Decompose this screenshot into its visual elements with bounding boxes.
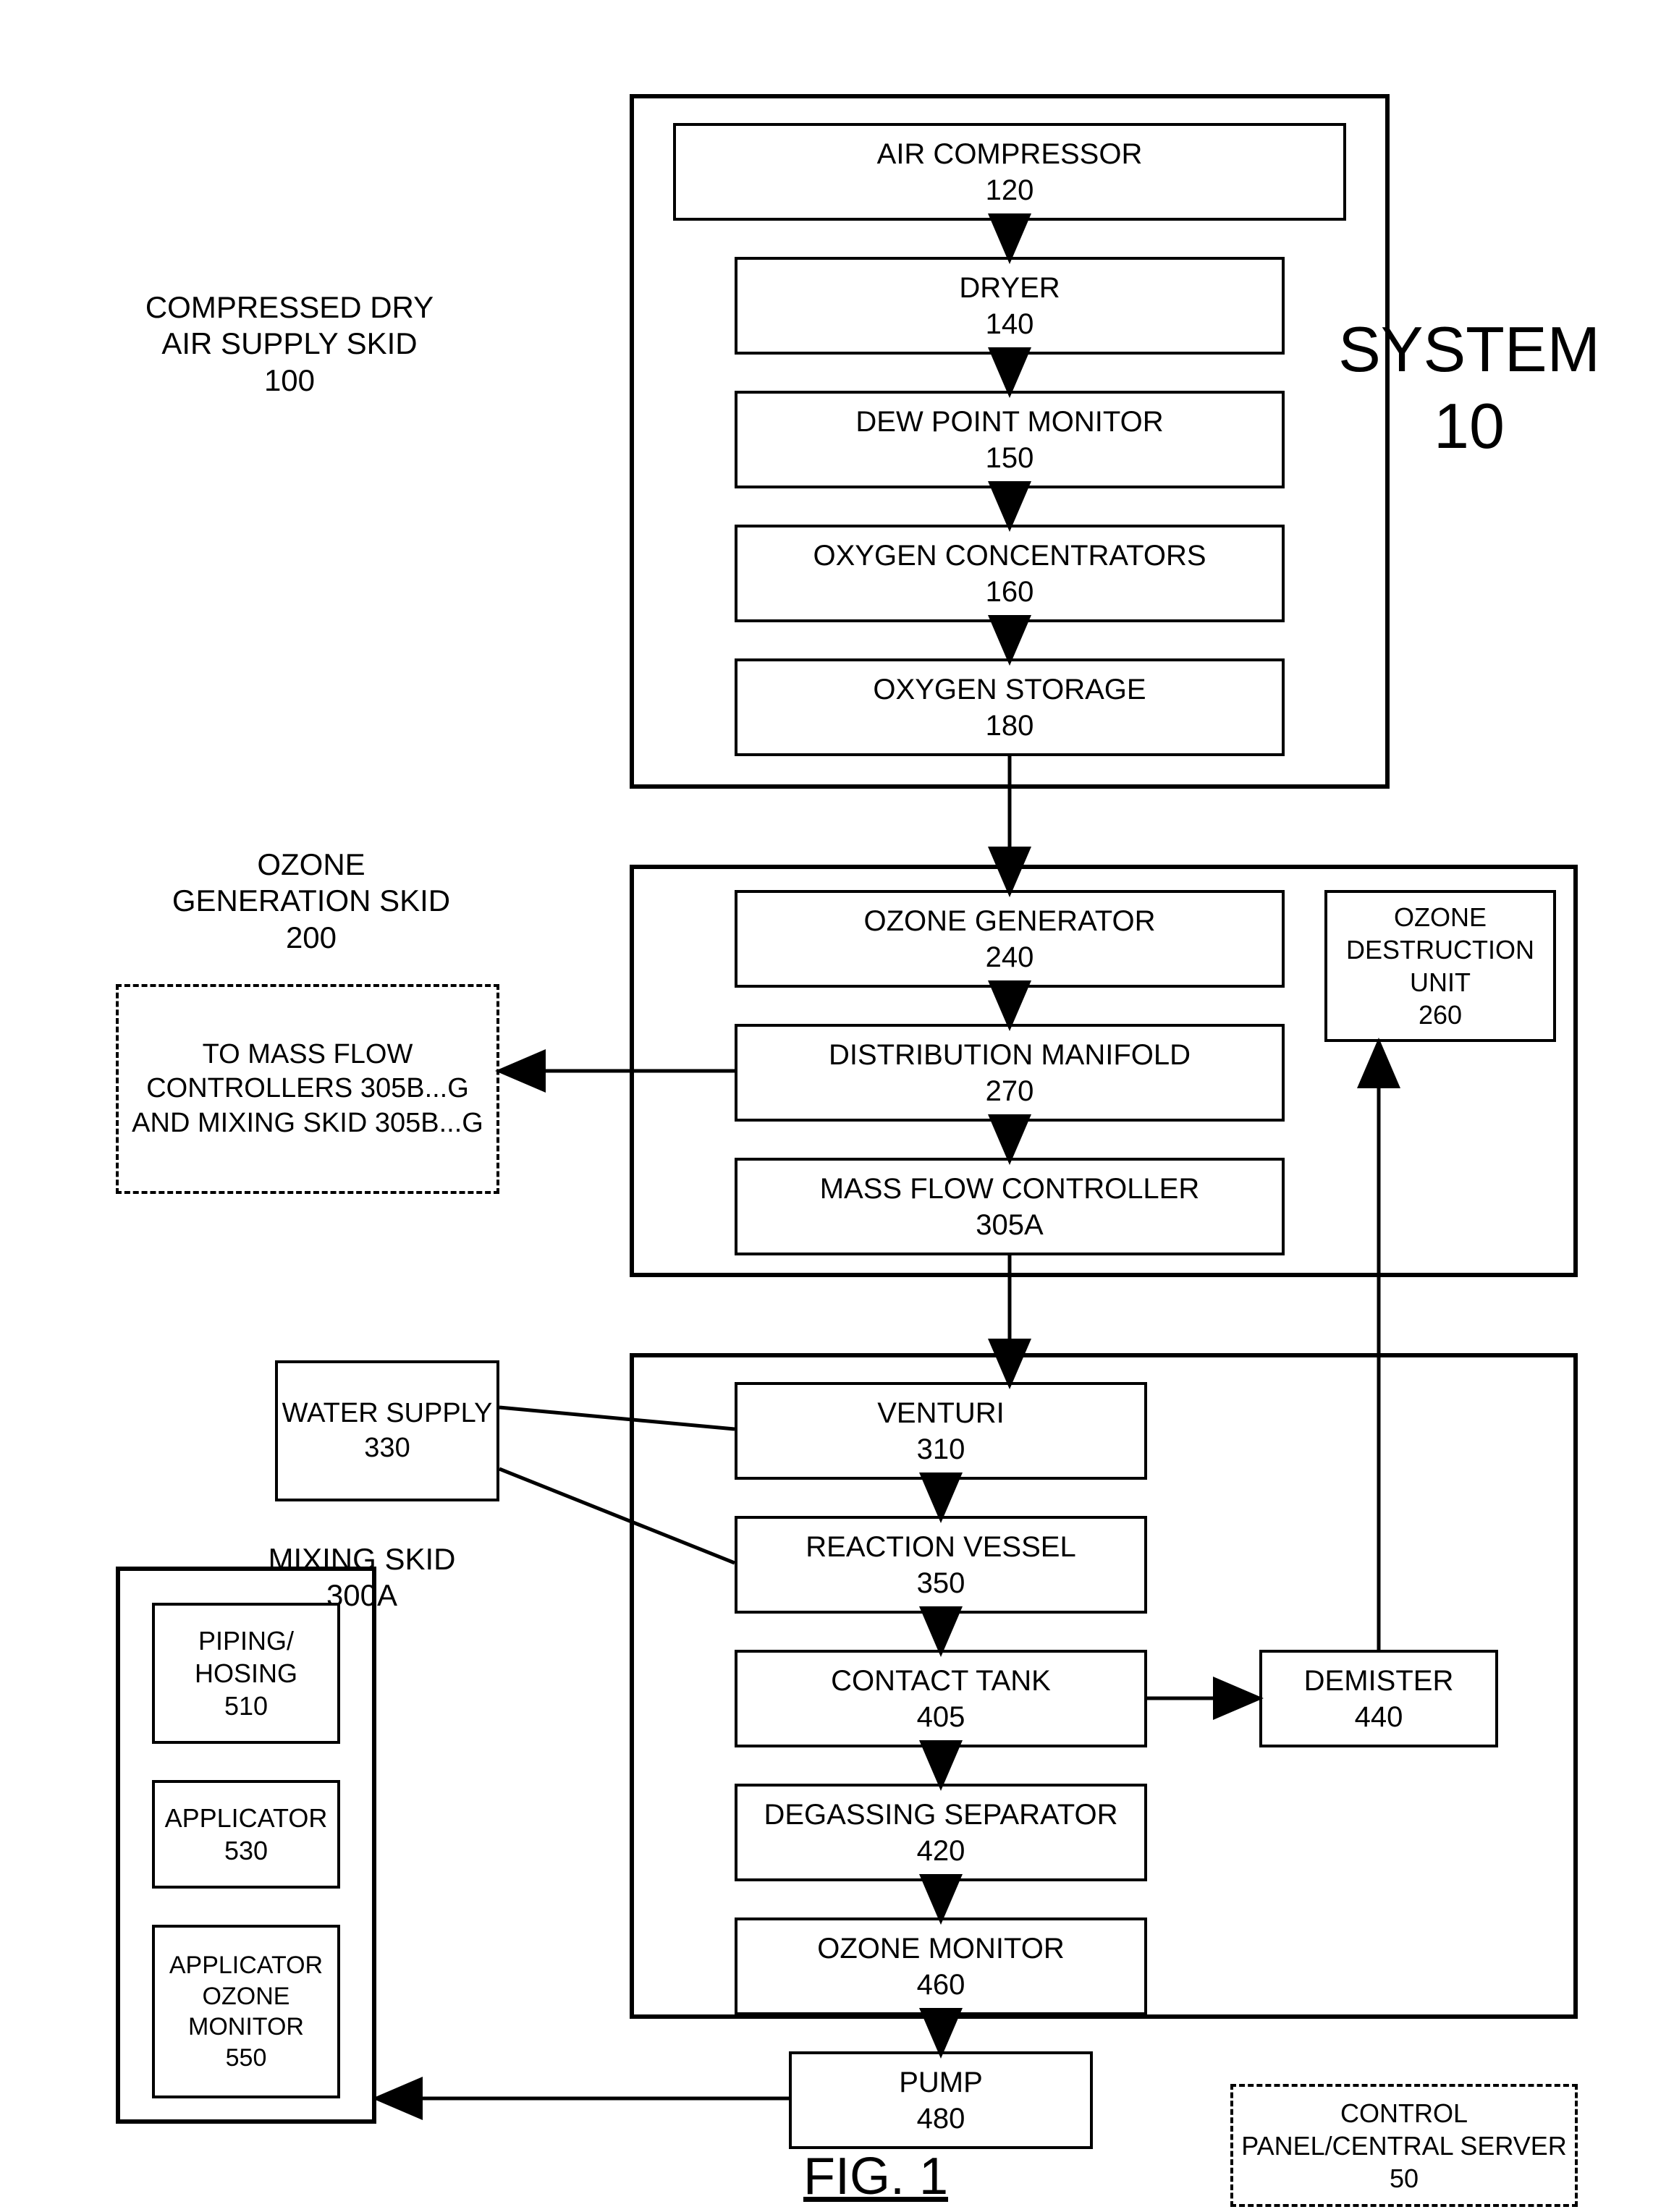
block-mass-flow-controller-305a: MASS FLOW CONTROLLER 305A [735,1158,1285,1255]
block-control-panel: CONTROL PANEL/CENTRAL SERVER 50 [1230,2084,1578,2207]
block-to-mass-flow-note: TO MASS FLOW CONTROLLERS 305B...G AND MI… [116,984,499,1194]
block-applicator: APPLICATOR 530 [152,1780,340,1889]
block-water-supply: WATER SUPPLY 330 [275,1360,499,1501]
block-demister: DEMISTER 440 [1259,1650,1498,1747]
block-air-compressor: AIR COMPRESSOR 120 [673,123,1346,221]
skid-200-label: OZONE GENERATION SKID 200 [166,847,456,956]
block-applicator-ozone-monitor: APPLICATOR OZONE MONITOR 550 [152,1925,340,2098]
block-pump: PUMP 480 [789,2051,1093,2149]
block-venturi: VENTURI 310 [735,1382,1147,1480]
block-degassing-separator: DEGASSING SEPARATOR 420 [735,1784,1147,1881]
block-piping-hosing: PIPING/ HOSING 510 [152,1603,340,1744]
block-distribution-manifold: DISTRIBUTION MANIFOLD 270 [735,1024,1285,1122]
block-oxygen-storage: OXYGEN STORAGE 180 [735,658,1285,756]
block-ozone-monitor: OZONE MONITOR 460 [735,1918,1147,2015]
block-ozone-generator: OZONE GENERATOR 240 [735,890,1285,988]
block-oxygen-concentrators: OXYGEN CONCENTRATORS 160 [735,525,1285,622]
block-dryer: DRYER 140 [735,257,1285,355]
block-dew-point-monitor: DEW POINT MONITOR 150 [735,391,1285,488]
diagram-canvas: SYSTEM 10 COMPRESSED DRY AIR SUPPLY SKID… [0,0,1674,2212]
figure-title: FIG. 1 [673,2145,1078,2208]
block-contact-tank: CONTACT TANK 405 [735,1650,1147,1747]
block-reaction-vessel: REACTION VESSEL 350 [735,1516,1147,1614]
block-ozone-destruction-unit: OZONE DESTRUCTION UNIT 260 [1324,890,1556,1042]
skid-100-label: COMPRESSED DRY AIR SUPPLY SKID 100 [123,289,456,399]
